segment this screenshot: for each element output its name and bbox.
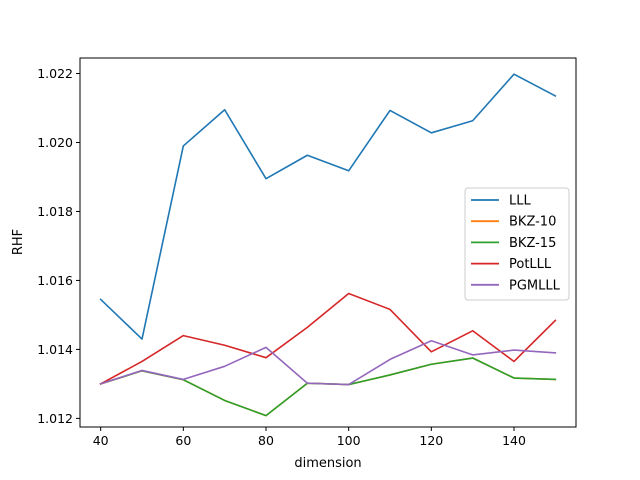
x-tick-label: 120	[419, 433, 443, 448]
x-tick-label: 140	[502, 433, 526, 448]
x-axis: 40 60 80 100 120 140	[93, 427, 526, 448]
y-axis-label: RHF	[11, 229, 26, 255]
x-axis-label: dimension	[294, 456, 361, 471]
y-tick-label: 1.016	[37, 273, 73, 288]
legend: LLL BKZ-10 BKZ-15 PotLLL PGMLLL	[464, 187, 570, 301]
legend-label-bkz-15: BKZ-15	[509, 236, 556, 251]
legend-label-lll: LLL	[509, 194, 531, 209]
x-tick-label: 100	[337, 433, 361, 448]
series-layer	[99, 73, 557, 417]
x-tick-label: 40	[93, 433, 109, 448]
series-line-pgmlll	[99, 339, 557, 386]
legend-label-potlll: PotLLL	[509, 257, 552, 272]
series-line-potlll	[99, 292, 557, 385]
x-tick-label: 80	[258, 433, 274, 448]
x-tick-label: 60	[175, 433, 191, 448]
series-line-lll	[99, 73, 557, 340]
y-tick-label: 1.018	[37, 204, 73, 219]
legend-label-pgmlll: PGMLLL	[509, 278, 561, 293]
y-tick-label: 1.022	[37, 66, 73, 81]
plot-frame	[79, 57, 577, 428]
legend-box	[464, 187, 570, 301]
y-tick-label: 1.014	[37, 342, 73, 357]
y-tick-label: 1.020	[37, 135, 73, 150]
y-axis: 1.012 1.014 1.016 1.018 1.020 1.022	[37, 66, 80, 426]
y-tick-label: 1.012	[37, 411, 73, 426]
legend-label-bkz-10: BKZ-10	[509, 215, 556, 230]
